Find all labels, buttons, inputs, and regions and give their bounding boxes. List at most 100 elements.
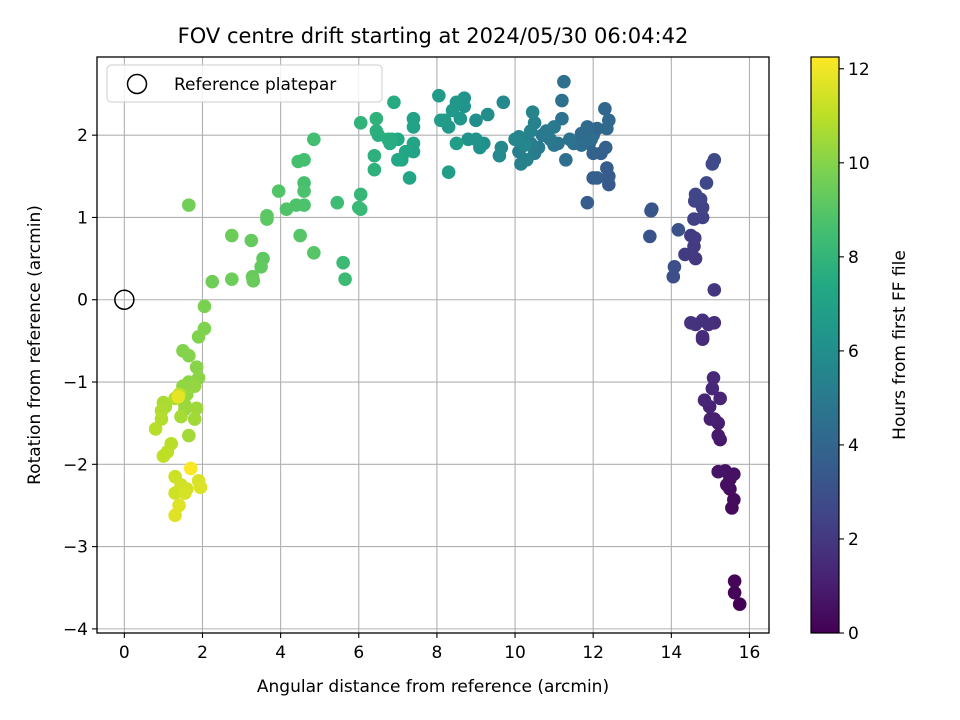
data-point — [666, 269, 681, 284]
data-point — [461, 132, 475, 147]
data-point — [727, 585, 742, 600]
data-point — [330, 195, 345, 210]
data-point — [189, 401, 204, 416]
data-point — [469, 113, 483, 128]
data-point — [391, 153, 405, 167]
data-point — [707, 283, 722, 297]
data-point — [307, 246, 321, 260]
data-point — [189, 360, 204, 375]
legend-open-circle-icon — [126, 73, 148, 95]
y-tick-label: 0 — [77, 291, 88, 311]
data-point — [480, 107, 495, 122]
plot-points — [148, 74, 747, 611]
data-point — [271, 184, 286, 198]
data-point — [547, 120, 561, 134]
data-point — [557, 74, 571, 89]
data-point — [678, 247, 692, 262]
data-point — [441, 165, 456, 179]
data-point — [703, 412, 718, 426]
y-tick-label: 2 — [77, 126, 88, 146]
data-point — [336, 255, 350, 270]
data-point — [246, 274, 261, 288]
y-tick-label: −1 — [63, 373, 88, 393]
data-point — [449, 136, 464, 151]
x-tick-label: 16 — [739, 643, 761, 663]
data-point — [705, 157, 720, 171]
data-point — [519, 153, 534, 167]
data-point — [496, 95, 511, 110]
data-point — [297, 184, 311, 198]
x-tick-label: 2 — [197, 643, 208, 663]
x-axis-label: Angular distance from reference (arcmin) — [257, 677, 609, 697]
data-point — [406, 120, 421, 134]
data-point — [527, 116, 542, 130]
data-point — [168, 508, 182, 523]
x-tick-label: 4 — [275, 643, 286, 663]
data-point — [562, 132, 577, 147]
legend-box — [106, 64, 383, 103]
data-point — [727, 574, 742, 588]
data-point — [367, 148, 382, 163]
data-point — [525, 105, 540, 119]
data-point — [369, 111, 384, 126]
data-point — [307, 132, 321, 147]
data-point — [432, 88, 446, 103]
data-point — [367, 162, 382, 177]
data-point — [174, 409, 188, 424]
data-point — [688, 251, 703, 266]
x-tick-label: 10 — [504, 643, 526, 663]
data-point — [182, 428, 196, 443]
data-point — [402, 171, 417, 185]
colorbar-tick-label: 6 — [848, 342, 859, 362]
y-axis-label: Rotation from reference (arcmin) — [25, 205, 45, 485]
x-tick-label: 12 — [582, 643, 604, 663]
y-axis-ticks: −4 −3 −2 −1 0 1 2 — [63, 126, 97, 640]
legend-label: Reference platepar — [174, 75, 336, 95]
reference-point — [114, 289, 135, 310]
data-point — [699, 176, 714, 190]
data-point — [687, 212, 701, 226]
data-point — [644, 202, 659, 217]
data-point — [244, 233, 259, 248]
y-tick-label: 1 — [77, 208, 88, 228]
data-point — [387, 95, 401, 110]
data-point — [154, 412, 169, 426]
data-point — [598, 140, 613, 155]
data-point — [353, 202, 368, 217]
colorbar-tick-label: 2 — [848, 530, 859, 550]
data-point — [369, 124, 384, 138]
colorbar-tick-label: 0 — [848, 624, 859, 644]
data-point — [643, 229, 657, 244]
plot-frame — [96, 56, 770, 634]
data-point — [667, 260, 682, 274]
data-point — [711, 428, 726, 443]
data-point — [697, 393, 712, 407]
data-point — [291, 154, 306, 169]
x-tick-label: 14 — [661, 643, 683, 663]
colorbar-label: Hours from first FF file — [890, 250, 910, 440]
data-point — [559, 153, 573, 167]
data-point — [600, 121, 614, 136]
data-point — [254, 260, 268, 274]
data-point — [518, 138, 532, 152]
y-tick-label: −3 — [63, 538, 88, 558]
data-point — [193, 480, 208, 495]
grid — [97, 57, 769, 633]
data-point — [590, 171, 604, 185]
data-point — [684, 228, 698, 243]
colorbar-tick-label: 4 — [848, 436, 859, 456]
y-tick-label: −2 — [63, 455, 88, 475]
colorbar-tick-label: 10 — [848, 154, 870, 174]
data-point — [706, 371, 721, 385]
data-point — [555, 93, 569, 108]
colorbar-tick-label: 8 — [848, 248, 859, 268]
data-point — [338, 272, 352, 286]
data-point — [732, 597, 747, 611]
data-point — [695, 329, 710, 344]
data-point — [353, 116, 368, 130]
data-point — [224, 272, 239, 286]
data-point — [688, 187, 703, 202]
data-point — [224, 228, 239, 243]
colorbar-ticks: 0 2 4 6 8 10 12 — [839, 60, 870, 644]
